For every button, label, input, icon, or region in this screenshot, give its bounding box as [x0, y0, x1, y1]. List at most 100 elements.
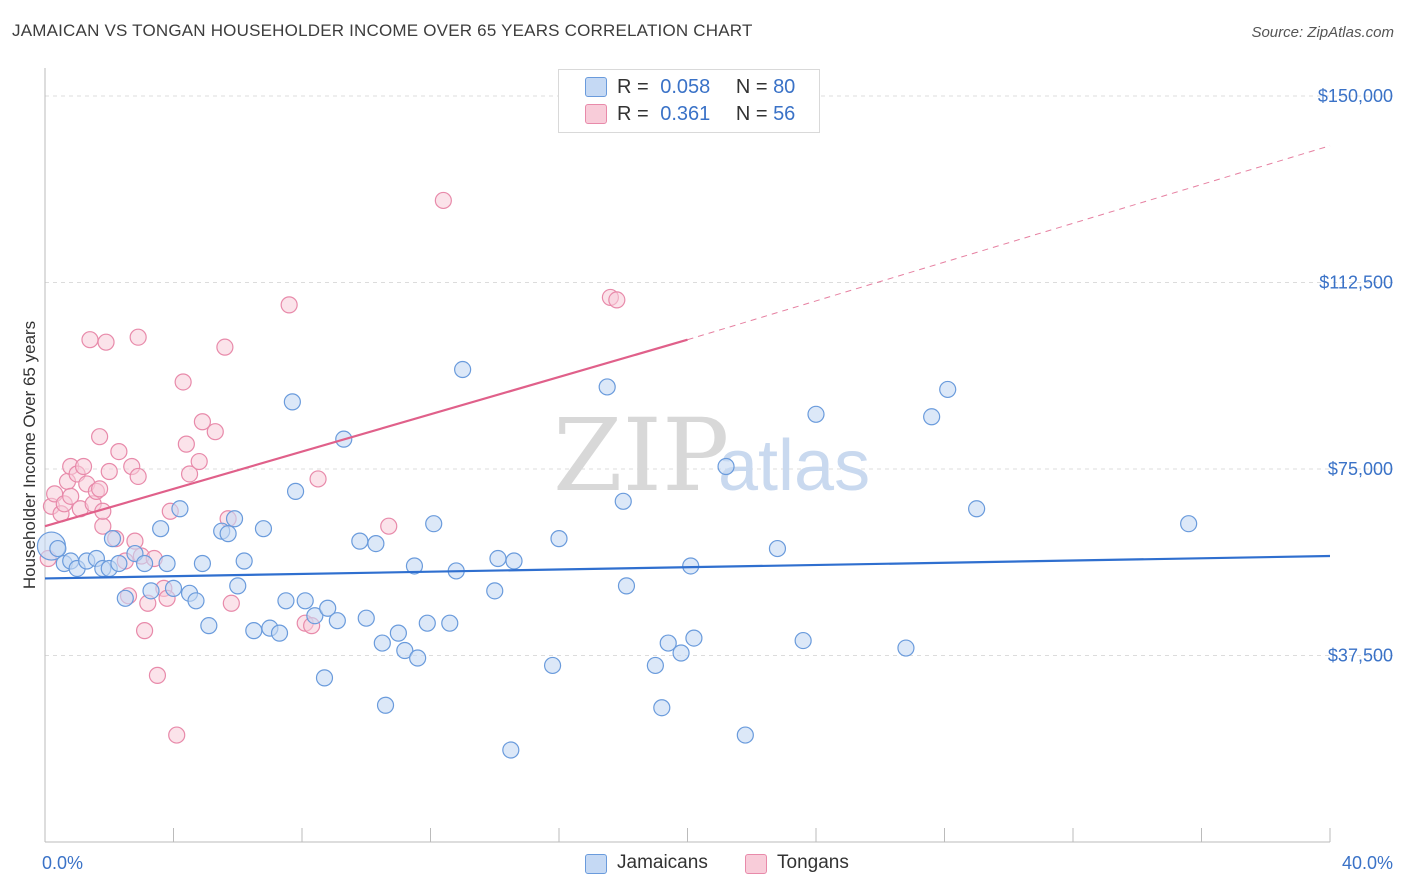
jamaican-point — [270, 624, 289, 642]
tongans-trend-line — [44, 338, 688, 528]
jamaican-point — [923, 408, 941, 426]
jamaican-point — [219, 525, 237, 543]
jamaican-point — [229, 577, 247, 595]
legend-n-value: 56 — [773, 103, 796, 125]
legend-n-label: N = — [735, 76, 768, 98]
tongan-point — [97, 333, 115, 351]
jamaican-point — [116, 589, 134, 607]
axes — [44, 68, 1331, 843]
jamaican-point — [277, 592, 295, 610]
x-tick-labels: 0.0% 40.0% — [42, 853, 1393, 873]
jamaican-point — [351, 532, 369, 550]
tongan-point — [129, 328, 147, 346]
tongan-point — [180, 465, 199, 483]
trend-lines — [44, 145, 1331, 580]
tongan-point — [222, 594, 240, 612]
jamaican-point — [142, 582, 160, 600]
jamaican-point — [897, 639, 915, 657]
tongan-point — [380, 517, 398, 535]
tongans-legend-label: Tongans — [777, 852, 849, 873]
x-tick-label: 40.0% — [1342, 853, 1393, 873]
jamaican-point — [486, 582, 504, 600]
jamaicans-legend-label: Jamaicans — [617, 852, 708, 873]
correlation-legend: R = 0.058 N = 80 R = 0.361 N = 56 — [558, 69, 820, 133]
tongan-point — [190, 452, 208, 471]
tongan-point — [216, 338, 234, 356]
jamaican-point — [254, 520, 273, 538]
jamaican-point — [193, 554, 212, 573]
tongan-point — [100, 462, 118, 481]
watermark-zip: ZIP — [553, 397, 729, 514]
jamaican-point — [286, 482, 305, 500]
y-tick-label: $37,500 — [1328, 646, 1393, 666]
jamaican-point — [245, 622, 263, 640]
jamaican-point — [672, 644, 690, 662]
jamaican-point — [171, 500, 189, 518]
jamaican-point — [306, 607, 324, 625]
jamaican-point — [617, 577, 636, 595]
jamaican-point — [110, 554, 128, 573]
y-axis-title: Householder Income Over 65 years — [20, 321, 39, 589]
jamaican-point — [489, 549, 507, 568]
jamaican-point — [315, 669, 334, 687]
jamaican-point — [389, 624, 407, 642]
jamaican-point — [235, 552, 253, 570]
jamaican-point — [502, 741, 520, 759]
jamaican-point — [164, 579, 183, 597]
tongan-point — [129, 467, 147, 486]
jamaican-point — [543, 656, 562, 675]
chart-title: JAMAICAN VS TONGAN HOUSEHOLDER INCOME OV… — [12, 21, 753, 40]
legend-r-label: R = — [617, 103, 649, 125]
tongan-point — [174, 373, 192, 391]
jamaican-point — [653, 699, 671, 717]
jamaican-point — [225, 510, 244, 528]
legend-n-value: 80 — [773, 76, 796, 98]
tongan-point — [168, 726, 186, 744]
jamaican-point — [425, 515, 443, 533]
jamaican-point — [103, 530, 122, 548]
source-label: Source: ZipAtlas.com — [1251, 24, 1394, 41]
jamaican-point — [152, 520, 170, 538]
y-tick-labels: $37,500 $75,000 $112,500 $150,000 — [1318, 86, 1393, 666]
legend-r-label: R = — [617, 76, 649, 98]
jamaican-point — [405, 557, 424, 575]
jamaican-point — [614, 492, 632, 510]
jamaican-point — [1180, 515, 1198, 533]
jamaican-point — [454, 360, 472, 379]
tongan-point — [193, 413, 212, 431]
tongan-point — [148, 666, 167, 684]
tongan-point — [177, 435, 195, 453]
tongan-point — [434, 191, 452, 210]
jamaican-point — [49, 539, 67, 558]
legend-r-value: 0.361 — [660, 103, 711, 125]
jamaican-point — [283, 393, 301, 411]
jamaican-point — [373, 634, 391, 652]
jamaican-point — [409, 649, 427, 667]
jamaicans-points — [36, 360, 1198, 759]
jamaican-point — [376, 696, 395, 714]
jamaican-point — [367, 534, 385, 553]
tongan-point — [206, 423, 224, 441]
x-tick-label: 0.0% — [42, 853, 83, 873]
jamaicans-trend-line — [44, 554, 1331, 580]
jamaican-point — [598, 378, 616, 396]
jamaican-point — [794, 631, 812, 650]
tongan-point — [91, 428, 109, 446]
tongan-point — [608, 291, 626, 309]
tongan-point — [280, 296, 298, 314]
tongans-trend-extension — [687, 145, 1331, 341]
jamaican-point — [717, 457, 735, 476]
jamaican-point — [158, 554, 176, 573]
jamaican-point — [939, 380, 957, 399]
y-tick-label: $150,000 — [1318, 86, 1393, 106]
jamaican-point — [441, 614, 459, 632]
jamaican-point — [187, 592, 205, 610]
jamaican-point — [968, 500, 986, 518]
tongan-point — [309, 470, 327, 488]
watermark: ZIP atlas — [553, 397, 870, 514]
jamaicans-swatch — [585, 77, 607, 97]
jamaican-point — [646, 656, 664, 675]
tongans-points — [39, 191, 626, 744]
jamaican-point — [659, 634, 677, 652]
